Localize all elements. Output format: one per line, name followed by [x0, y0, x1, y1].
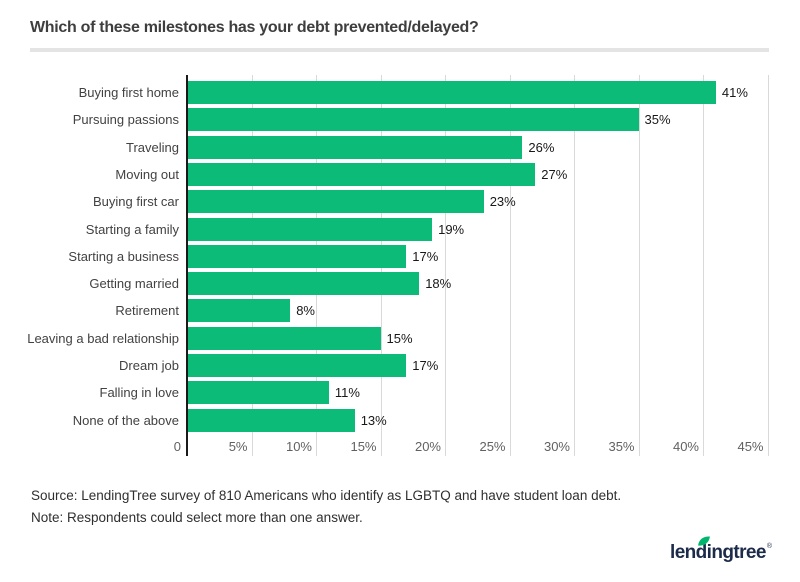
- value-label: 11%: [334, 385, 360, 401]
- leaf-shape: [698, 536, 710, 546]
- bar: [187, 408, 355, 432]
- value-label: 18%: [425, 276, 452, 292]
- gridline: [767, 75, 769, 456]
- bar-row: Pursuing passions 35%: [0, 108, 800, 132]
- bar: [187, 217, 433, 241]
- bar: [187, 81, 716, 104]
- bar-row: Buying first car 23%: [0, 190, 800, 214]
- value-label: 19%: [438, 221, 465, 237]
- x-tick-label: 45%: [737, 439, 764, 454]
- category-label: Starting a family: [85, 221, 179, 237]
- category-label: Leaving a bad relationship: [27, 330, 179, 346]
- x-tick-label: 40%: [672, 439, 699, 454]
- bar: [187, 244, 407, 268]
- bar: [187, 299, 291, 323]
- logo-text: lendingtree: [670, 542, 766, 563]
- value-label: 17%: [412, 358, 439, 373]
- note-text: Note: Respondents could select more than…: [31, 510, 363, 525]
- category-label: Traveling: [126, 139, 179, 155]
- bar-row: Getting married 18%: [0, 272, 800, 296]
- bar: [187, 381, 329, 405]
- x-tick-label: 0: [173, 439, 181, 454]
- category-label: Starting a business: [68, 248, 179, 264]
- gridline: [445, 75, 446, 456]
- bar-row: Retirement 8%: [0, 299, 800, 323]
- bar: [187, 135, 523, 159]
- value-label: 17%: [412, 248, 439, 264]
- value-label: 41%: [721, 85, 748, 100]
- value-label: 15%: [386, 330, 413, 346]
- bar-row: Leaving a bad relationship 15%: [0, 326, 800, 350]
- category-label: Retirement: [115, 303, 179, 319]
- bar: [187, 272, 420, 296]
- value-label: 23%: [489, 194, 516, 210]
- gridline: [703, 75, 704, 456]
- category-label: Dream job: [119, 358, 179, 373]
- value-label: 26%: [528, 139, 555, 155]
- bar-row: Falling in love 11%: [0, 381, 800, 405]
- leaf-icon: [698, 536, 710, 546]
- title-divider: [30, 48, 769, 52]
- category-label: Moving out: [115, 166, 179, 182]
- value-label: 13%: [360, 412, 387, 428]
- bar-row: Dream job 17%: [0, 354, 800, 377]
- bar-chart-plot-area: 0 5% 10% 15% 20% 25% 30% 35% 40% 45% Buying first …: [0, 75, 800, 456]
- y-axis-line: [186, 75, 188, 456]
- category-label: Getting married: [89, 276, 179, 292]
- source-text: Source: LendingTree survey of 810 Americ…: [31, 488, 622, 503]
- bar: [187, 190, 484, 214]
- bar-row: Traveling 26%: [0, 135, 800, 159]
- bar-row: Moving out 27%: [0, 162, 800, 186]
- category-label: Falling in love: [99, 385, 180, 401]
- lendingtree-logo: lendingtree ®: [670, 536, 772, 563]
- category-label: Buying first car: [93, 194, 179, 210]
- x-tick-label: 5%: [228, 439, 248, 454]
- bar: [187, 108, 639, 132]
- category-label: None of the above: [72, 412, 179, 428]
- category-label: Buying first home: [78, 85, 179, 100]
- bar: [187, 326, 381, 350]
- value-label: 8%: [296, 303, 315, 319]
- bar-row: Starting a family 19%: [0, 217, 800, 241]
- x-tick-label: 25%: [479, 439, 506, 454]
- category-label: Pursuing passions: [72, 112, 179, 128]
- bar-row: Starting a business 17%: [0, 244, 800, 268]
- value-label: 35%: [644, 112, 671, 128]
- chart-title: Which of these milestones has your debt …: [30, 19, 479, 36]
- x-tick-label: 15%: [350, 439, 377, 454]
- x-tick-label: 30%: [543, 439, 570, 454]
- registered-mark: ®: [766, 543, 772, 550]
- bar: [187, 162, 536, 186]
- x-tick-label: 35%: [608, 439, 635, 454]
- gridline: [574, 75, 575, 456]
- bar-row: Buying first home 41%: [0, 81, 800, 104]
- bar-row: None of the above 13%: [0, 408, 800, 432]
- x-tick-label: 10%: [285, 439, 312, 454]
- value-label: 27%: [541, 166, 568, 182]
- x-tick-label: 20%: [414, 439, 441, 454]
- gridline: [509, 75, 511, 456]
- bar: [187, 354, 407, 377]
- gridline: [638, 75, 640, 456]
